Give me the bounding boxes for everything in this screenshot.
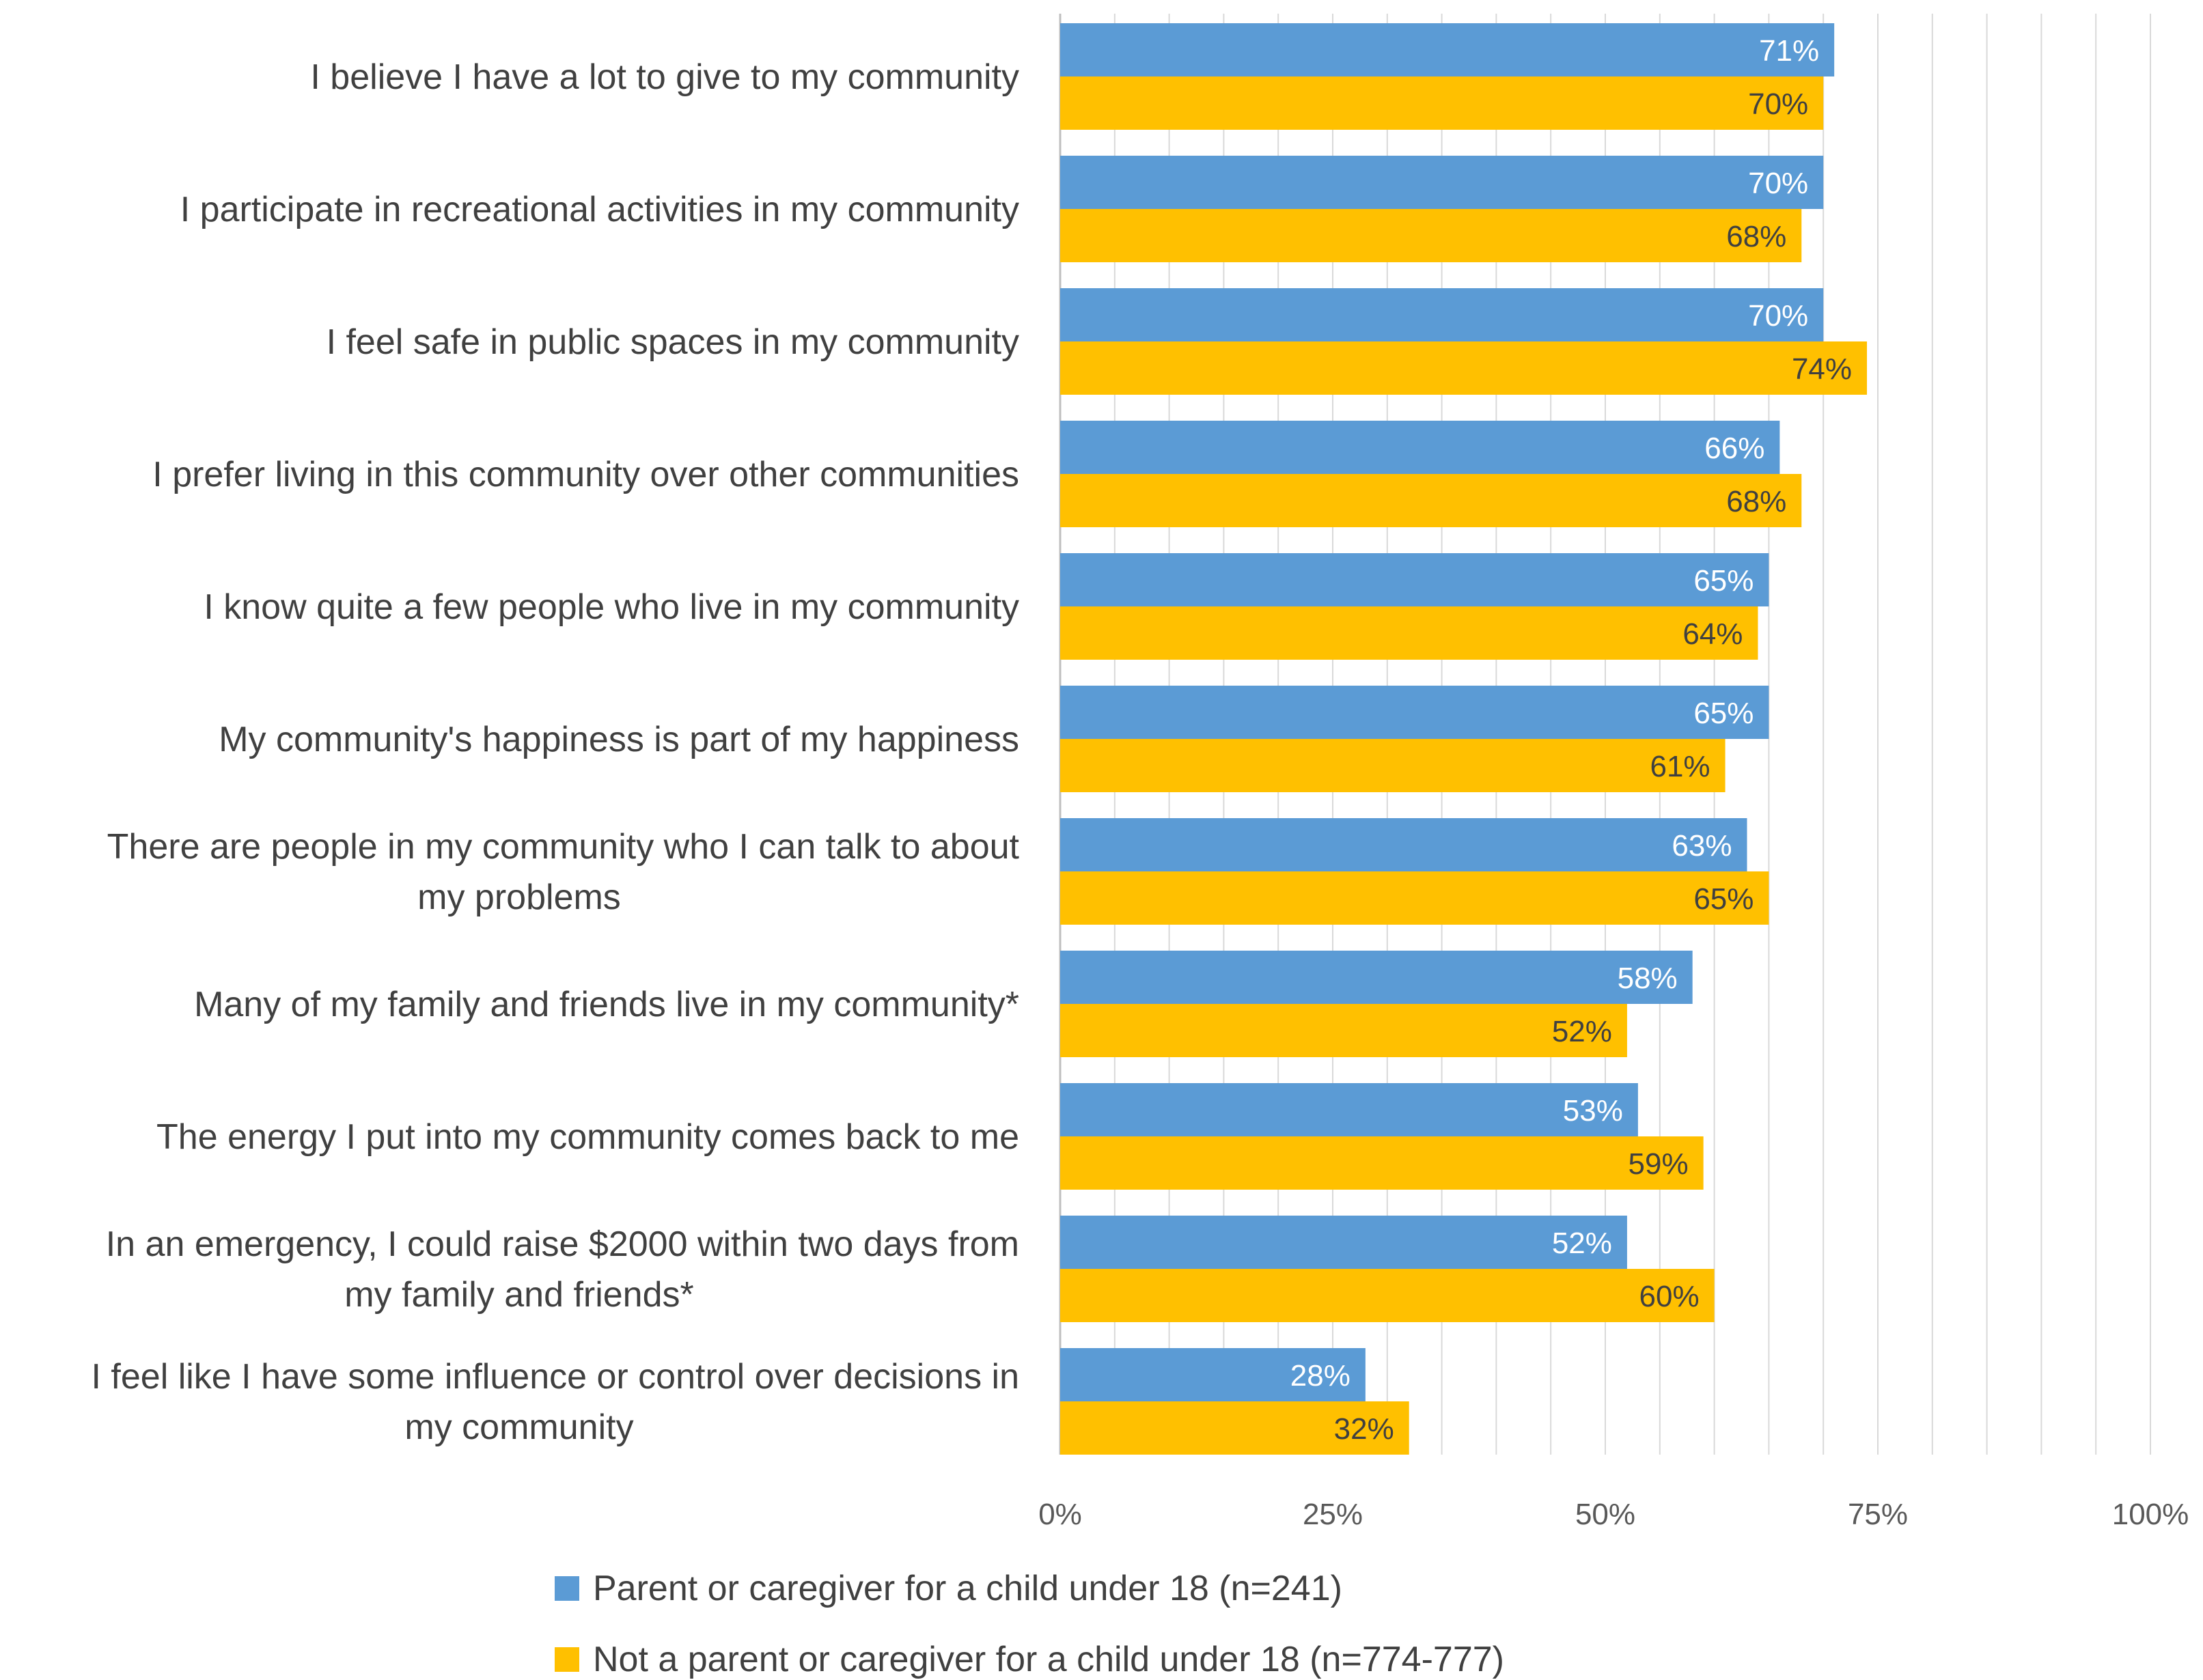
data-label-not-parent: 59% bbox=[1629, 1147, 1689, 1181]
data-label-parent: 71% bbox=[1759, 34, 1819, 68]
legend-swatch-yellow bbox=[555, 1647, 579, 1672]
bar-parent bbox=[1060, 1348, 1366, 1401]
x-tick-label: 50% bbox=[1575, 1498, 1635, 1531]
bar-parent bbox=[1060, 951, 1693, 1004]
category-label: My community's happiness is part of my h… bbox=[219, 720, 1019, 759]
data-label-not-parent: 68% bbox=[1726, 485, 1786, 518]
legend-item-not-parent: Not a parent or caregiver for a child un… bbox=[555, 1639, 1504, 1680]
category-label: I participate in recreational activities… bbox=[180, 190, 1019, 229]
bar-not-parent bbox=[1060, 1401, 1409, 1455]
category-label: my family and friends* bbox=[344, 1275, 694, 1315]
data-label-parent: 70% bbox=[1748, 299, 1808, 333]
bar-parent bbox=[1060, 553, 1769, 606]
data-label-parent: 58% bbox=[1618, 962, 1678, 995]
data-label-parent: 52% bbox=[1552, 1227, 1612, 1260]
x-tick-label: 0% bbox=[1038, 1498, 1082, 1531]
data-label-not-parent: 65% bbox=[1693, 882, 1754, 916]
category-label: The energy I put into my community comes… bbox=[156, 1117, 1019, 1157]
bar-not-parent bbox=[1060, 1269, 1715, 1322]
data-label-parent: 53% bbox=[1563, 1094, 1623, 1128]
category-label: I believe I have a lot to give to my com… bbox=[310, 57, 1019, 97]
legend-label-not-parent: Not a parent or caregiver for a child un… bbox=[593, 1640, 1504, 1679]
category-labels: I believe I have a lot to give to my com… bbox=[92, 57, 1020, 1447]
data-label-not-parent: 32% bbox=[1334, 1412, 1394, 1446]
data-labels: 71% 70% 70% 68% 70% 74% 66% 68% 65% 64% 65% 61% 63% 6… bbox=[1290, 34, 1852, 1446]
bar-not-parent bbox=[1060, 76, 1824, 130]
data-label-parent: 66% bbox=[1704, 432, 1764, 465]
bar-parent bbox=[1060, 1083, 1638, 1136]
category-label: I feel like I have some influence or con… bbox=[92, 1357, 1019, 1397]
category-label: I feel safe in public spaces in my commu… bbox=[327, 322, 1019, 362]
category-label: my community bbox=[404, 1408, 633, 1447]
bars bbox=[1060, 23, 1868, 1455]
category-label: I prefer living in this community over o… bbox=[152, 455, 1019, 494]
data-label-parent: 65% bbox=[1693, 697, 1754, 730]
category-label: Many of my family and friends live in my… bbox=[194, 985, 1019, 1024]
x-tick-label: 100% bbox=[2112, 1498, 2189, 1531]
bar-parent bbox=[1060, 421, 1780, 474]
bar-not-parent bbox=[1060, 606, 1758, 660]
data-label-not-parent: 60% bbox=[1639, 1280, 1700, 1313]
data-label-not-parent: 61% bbox=[1650, 750, 1710, 783]
bar-not-parent bbox=[1060, 1004, 1627, 1057]
category-label: my problems bbox=[417, 878, 621, 917]
bar-parent bbox=[1060, 156, 1824, 209]
bar-not-parent bbox=[1060, 474, 1802, 527]
category-label: I know quite a few people who live in my… bbox=[204, 587, 1019, 627]
data-label-not-parent: 70% bbox=[1748, 87, 1808, 121]
x-tick-label: 25% bbox=[1303, 1498, 1363, 1531]
legend-item-parent: Parent or caregiver for a child under 18… bbox=[555, 1568, 1342, 1609]
legend-swatch-blue bbox=[555, 1576, 579, 1601]
x-axis-tick-labels: 0% 25% 50% 75% 100% bbox=[1038, 1498, 2189, 1531]
data-label-not-parent: 68% bbox=[1726, 220, 1786, 253]
data-label-not-parent: 52% bbox=[1552, 1015, 1612, 1048]
data-label-not-parent: 74% bbox=[1792, 352, 1852, 386]
bar-not-parent bbox=[1060, 341, 1868, 395]
data-label-parent: 65% bbox=[1693, 564, 1754, 598]
bar-not-parent bbox=[1060, 739, 1726, 792]
data-label-parent: 63% bbox=[1672, 829, 1732, 863]
legend-label-parent: Parent or caregiver for a child under 18… bbox=[593, 1569, 1342, 1608]
bar-not-parent bbox=[1060, 1136, 1704, 1190]
data-label-parent: 28% bbox=[1290, 1359, 1350, 1392]
bar-not-parent bbox=[1060, 209, 1802, 262]
bar-parent bbox=[1060, 686, 1769, 739]
bar-parent bbox=[1060, 1216, 1627, 1269]
category-label: There are people in my community who I c… bbox=[107, 827, 1020, 867]
data-label-not-parent: 64% bbox=[1682, 617, 1743, 651]
x-tick-label: 75% bbox=[1848, 1498, 1908, 1531]
bar-parent bbox=[1060, 288, 1824, 341]
bar-not-parent bbox=[1060, 871, 1769, 925]
bar-parent bbox=[1060, 818, 1747, 871]
data-label-parent: 70% bbox=[1748, 167, 1808, 200]
bar-parent bbox=[1060, 23, 1835, 76]
category-label: In an emergency, I could raise $2000 wit… bbox=[106, 1224, 1019, 1264]
